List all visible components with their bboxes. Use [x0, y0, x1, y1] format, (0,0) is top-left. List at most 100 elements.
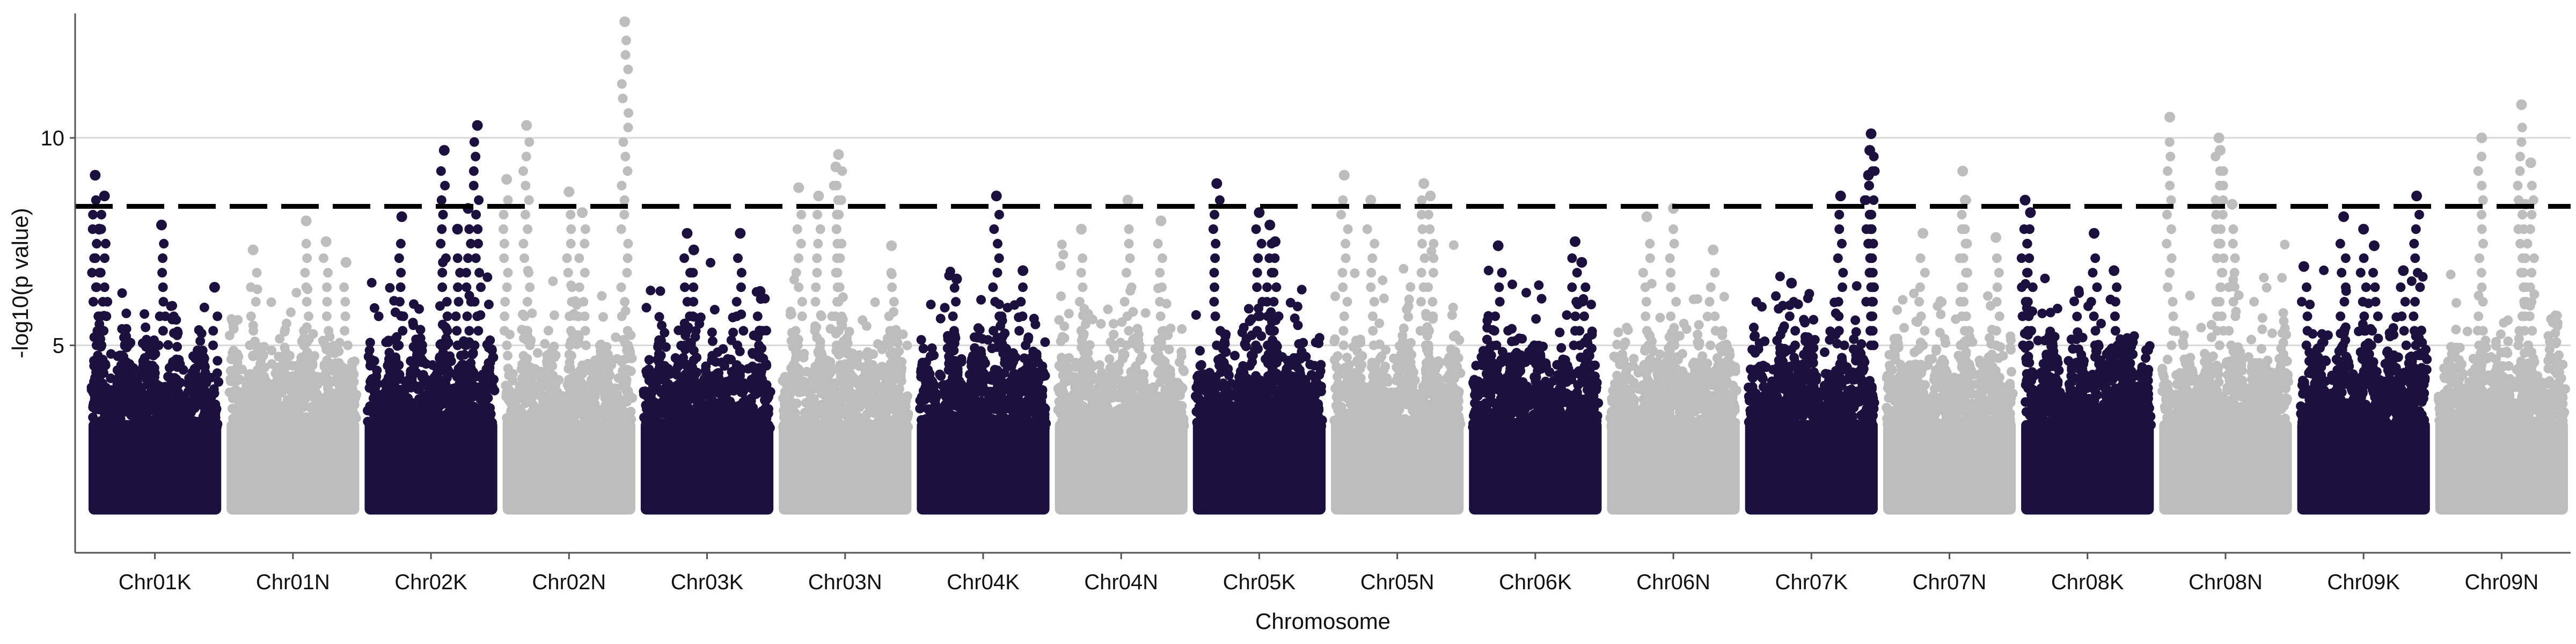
data-point [442, 297, 452, 307]
chromosome-points-Chr05K [1190, 178, 1327, 515]
data-point [98, 297, 108, 307]
data-point [1122, 311, 1132, 321]
data-point [350, 393, 361, 403]
data-point [897, 357, 907, 367]
data-point [868, 349, 878, 359]
data-point [199, 302, 209, 312]
data-point [832, 297, 842, 307]
data-point [796, 239, 806, 249]
data-point [1016, 297, 1026, 307]
data-point [948, 340, 958, 350]
data-point [623, 239, 633, 249]
data-point [656, 350, 666, 361]
data-point [926, 299, 936, 310]
data-point [1122, 340, 1132, 350]
data-point [1056, 260, 1066, 270]
data-point [832, 282, 843, 292]
data-point [94, 268, 105, 278]
data-point [158, 253, 168, 264]
data-point [884, 311, 894, 321]
data-point [1014, 326, 1024, 336]
data-point [709, 305, 720, 315]
data-point [661, 342, 671, 352]
data-point [440, 180, 450, 191]
data-point [1040, 371, 1050, 381]
data-point [797, 297, 807, 307]
peak-point-Chr01K-3 [156, 219, 167, 231]
data-point [446, 356, 456, 366]
peak-point-Chr02N-4 [577, 207, 588, 218]
data-point [158, 326, 168, 336]
data-point [324, 326, 334, 336]
data-point [141, 322, 151, 332]
data-point [565, 340, 575, 350]
chromosome-points-Chr02K [363, 120, 500, 515]
data-point [280, 325, 290, 335]
data-point [702, 423, 712, 433]
data-point [474, 268, 485, 278]
data-point [731, 311, 742, 321]
data-point [916, 335, 926, 345]
data-point [522, 354, 532, 364]
data-point [791, 326, 801, 336]
data-point [351, 413, 361, 423]
data-point [1078, 253, 1088, 264]
data-point [473, 326, 484, 336]
data-point [1058, 250, 1069, 260]
data-point [1079, 311, 1089, 321]
data-point [980, 358, 990, 368]
data-point [992, 268, 1002, 278]
data-point [1018, 282, 1028, 292]
data-point [707, 336, 718, 346]
data-point [718, 344, 728, 354]
data-point [623, 166, 633, 176]
data-point [540, 339, 550, 349]
data-point [1083, 423, 1093, 433]
data-point [689, 297, 699, 307]
data-point [299, 340, 309, 350]
data-point [660, 327, 670, 338]
data-point [436, 195, 447, 205]
data-point [679, 282, 690, 292]
data-point [1155, 297, 1165, 307]
data-point [1155, 311, 1166, 321]
data-point [245, 340, 255, 350]
data-point [267, 346, 277, 356]
data-point [738, 387, 748, 397]
data-point [469, 137, 479, 147]
data-point [235, 375, 245, 385]
data-point [441, 340, 451, 350]
data-point [464, 326, 474, 336]
data-point [815, 340, 825, 350]
data-point [452, 253, 463, 264]
peak-point-Chr02N-3 [619, 16, 631, 27]
data-point [349, 377, 359, 387]
data-point [300, 268, 310, 278]
data-point [1108, 319, 1118, 329]
data-point [394, 360, 404, 370]
data-point [442, 326, 452, 336]
data-point [208, 326, 218, 336]
data-point [128, 363, 138, 373]
data-point [1124, 326, 1134, 336]
data-point [475, 282, 486, 292]
chromosome-points-Chr01N [224, 215, 362, 515]
data-point [903, 422, 913, 432]
data-point [436, 239, 446, 249]
data-point [149, 363, 159, 373]
data-point [88, 412, 98, 422]
data-point [502, 350, 513, 361]
data-point [1191, 310, 1201, 320]
data-point [626, 366, 636, 376]
data-point [88, 209, 98, 219]
data-point [758, 326, 768, 336]
data-point [442, 311, 452, 321]
data-point [831, 224, 841, 234]
data-point [1124, 224, 1134, 234]
data-point [622, 268, 632, 278]
data-point [580, 326, 590, 336]
data-point [688, 268, 698, 278]
data-point [1040, 423, 1050, 434]
data-point [566, 239, 576, 249]
data-point [1076, 326, 1086, 336]
